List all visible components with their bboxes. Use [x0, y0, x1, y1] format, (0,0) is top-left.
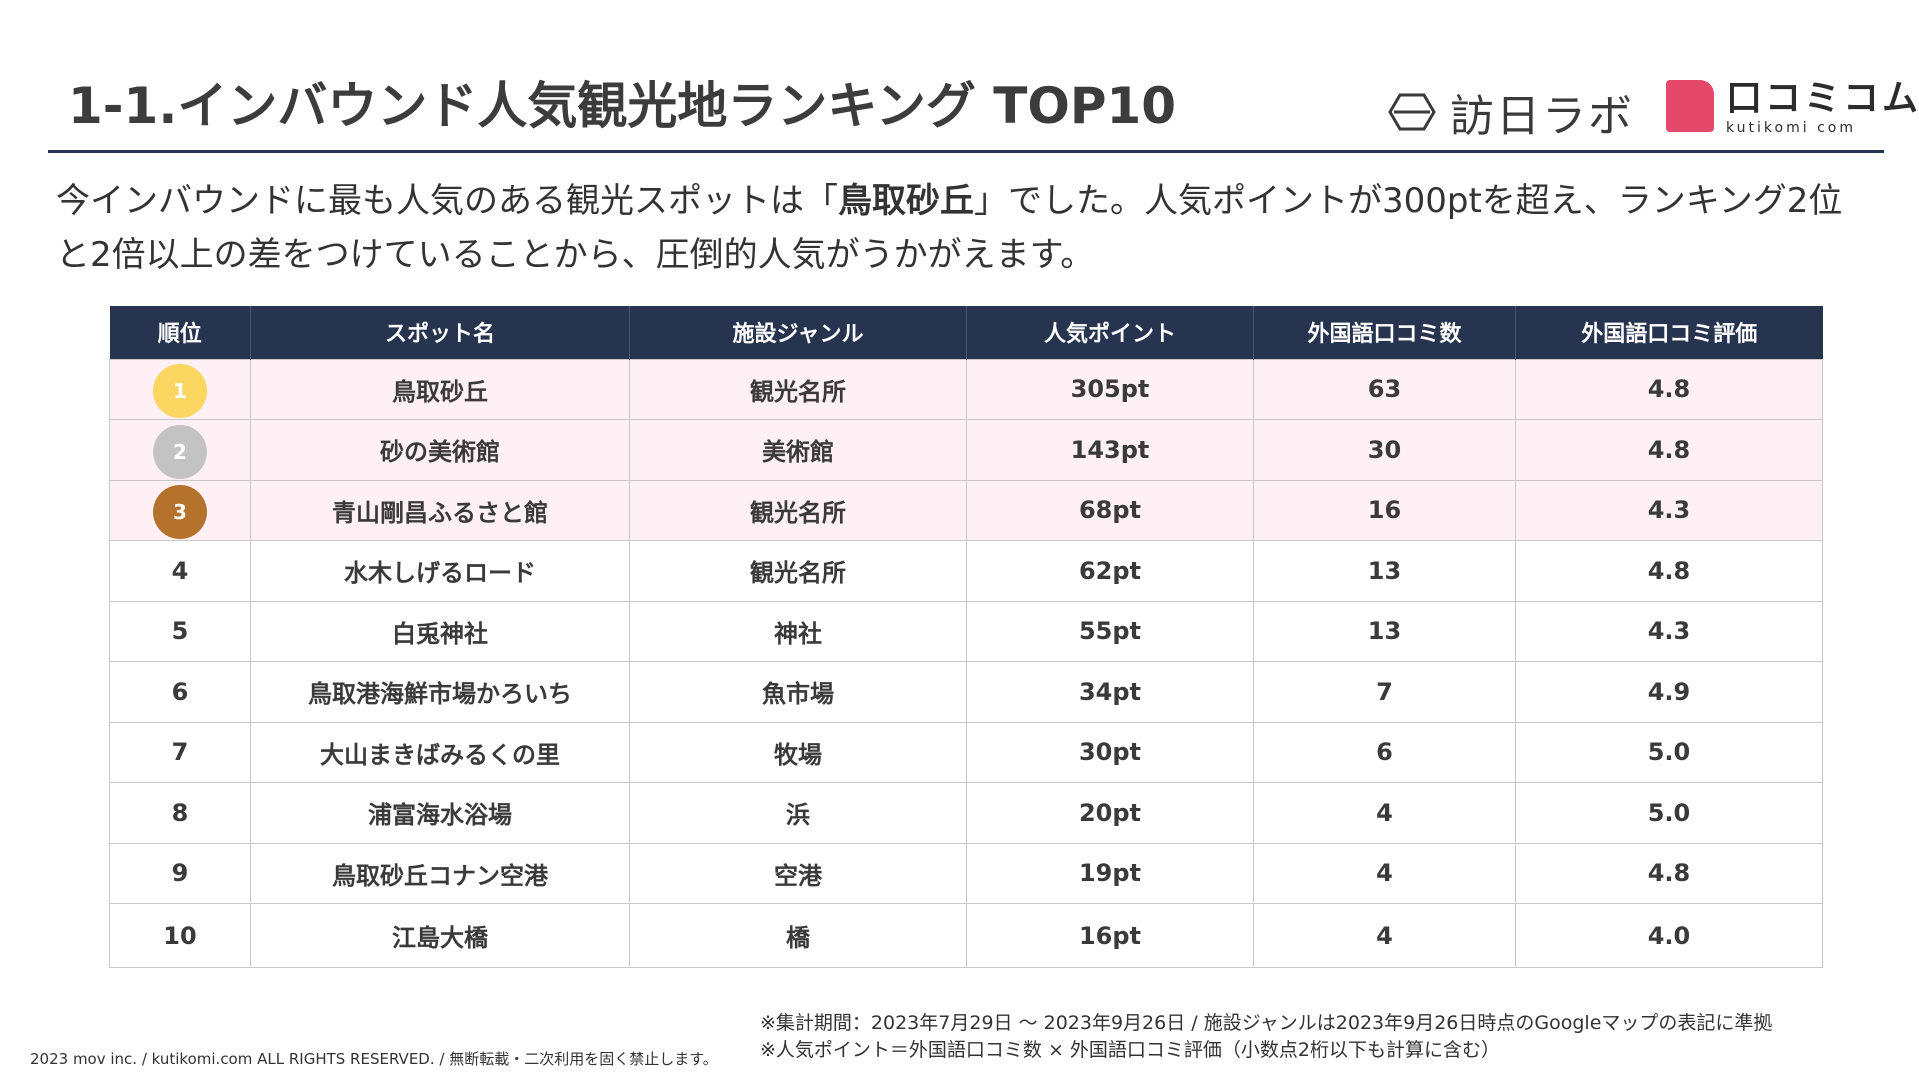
genre-cell: 観光名所 [629, 540, 967, 602]
genre-cell: 美術館 [629, 419, 967, 481]
rating-cell: 4.3 [1515, 479, 1823, 541]
spot-name-cell: 白兎神社 [250, 600, 630, 662]
rank-cell: 10 [109, 903, 251, 968]
footnote-period: ※集計期間：2023年7月29日 〜 2023年9月26日 / 施設ジャンルは2… [760, 1012, 1773, 1034]
table-header-row: 順位 スポット名 施設ジャンル 人気ポイント 外国語口コミ数 外国語口コミ評価 [109, 306, 1823, 359]
header-spot-name: スポット名 [250, 306, 630, 359]
lead-highlight: 鳥取砂丘 [838, 181, 974, 221]
points-cell: 305pt [966, 358, 1254, 420]
rating-cell: 4.8 [1515, 358, 1823, 420]
spot-name-cell: 鳥取砂丘コナン空港 [250, 842, 630, 904]
genre-cell: 橋 [629, 903, 967, 968]
genre-cell: 空港 [629, 842, 967, 904]
spot-name-cell: 鳥取砂丘 [250, 358, 630, 420]
review-count-cell: 4 [1253, 903, 1516, 968]
houjin-labo-wordmark: 訪日ラボ [1450, 91, 1634, 142]
table-row: 2 砂の美術館 美術館 143pt 30 4.8 [109, 419, 1823, 481]
table-row: 7 大山まきばみるくの里 牧場 30pt 6 5.0 [109, 721, 1823, 783]
table-row: 6 鳥取港海鮮市場かろいち 魚市場 34pt 7 4.9 [109, 661, 1823, 723]
review-count-cell: 13 [1253, 540, 1516, 602]
table-row: 5 白兎神社 神社 55pt 13 4.3 [109, 600, 1823, 662]
spot-name-cell: 鳥取港海鮮市場かろいち [250, 661, 630, 723]
houjin-labo-hexagon-icon [1388, 93, 1436, 131]
table-row: 9 鳥取砂丘コナン空港 空港 19pt 4 4.8 [109, 842, 1823, 904]
rank-cell: 6 [109, 661, 251, 723]
genre-cell: 牧場 [629, 721, 967, 783]
review-count-cell: 30 [1253, 419, 1516, 481]
rating-cell: 4.9 [1515, 661, 1823, 723]
table-row: 1 鳥取砂丘 観光名所 305pt 63 4.8 [109, 358, 1823, 420]
kutikomi-wordmark-en: kutikomi com [1726, 120, 1856, 136]
kutikomi-wordmark-jp: 口コミコム [1726, 78, 1919, 119]
spot-name-cell: 大山まきばみるくの里 [250, 721, 630, 783]
points-cell: 16pt [966, 903, 1254, 968]
rating-cell: 4.8 [1515, 540, 1823, 602]
footnote-formula: ※人気ポイント＝外国語口コミ数 × 外国語口コミ評価（小数点2桁以下も計算に含む… [760, 1039, 1501, 1061]
points-cell: 30pt [966, 721, 1254, 783]
footnotes: ※集計期間：2023年7月29日 〜 2023年9月26日 / 施設ジャンルは2… [760, 1010, 1772, 1064]
gold-medal-badge: 1 [153, 364, 207, 419]
rank-cell: 5 [109, 600, 251, 662]
rating-cell: 4.0 [1515, 903, 1823, 968]
header-popularity-points: 人気ポイント [966, 306, 1254, 359]
lead-paragraph: 今インバウンドに最も人気のある観光スポットは「鳥取砂丘」でした。人気ポイントが3… [56, 174, 1856, 282]
points-cell: 62pt [966, 540, 1254, 602]
silver-medal-badge: 2 [153, 424, 207, 479]
genre-cell: 浜 [629, 782, 967, 844]
table-row: 8 浦富海水浴場 浜 20pt 4 5.0 [109, 782, 1823, 844]
spot-name-cell: 浦富海水浴場 [250, 782, 630, 844]
kutikomi-speech-bubble-icon [1666, 80, 1714, 132]
ranking-table: 順位 スポット名 施設ジャンル 人気ポイント 外国語口コミ数 外国語口コミ評価 … [109, 306, 1823, 968]
rank-cell: 2 [109, 419, 251, 481]
review-count-cell: 4 [1253, 782, 1516, 844]
rating-cell: 5.0 [1515, 721, 1823, 783]
table-row: 3 青山剛昌ふるさと館 観光名所 68pt 16 4.3 [109, 479, 1823, 541]
review-count-cell: 6 [1253, 721, 1516, 783]
points-cell: 34pt [966, 661, 1254, 723]
spot-name-cell: 砂の美術館 [250, 419, 630, 481]
review-count-cell: 16 [1253, 479, 1516, 541]
header-review-count: 外国語口コミ数 [1253, 306, 1516, 359]
points-cell: 143pt [966, 419, 1254, 481]
table-row: 10 江島大橋 橋 16pt 4 4.0 [109, 903, 1823, 968]
review-count-cell: 4 [1253, 842, 1516, 904]
spot-name-cell: 江島大橋 [250, 903, 630, 968]
page-title: 1-1.インバウンド人気観光地ランキング TOP10 [68, 77, 1177, 135]
genre-cell: 神社 [629, 600, 967, 662]
rank-cell: 4 [109, 540, 251, 602]
rating-cell: 4.8 [1515, 419, 1823, 481]
points-cell: 55pt [966, 600, 1254, 662]
rank-cell: 7 [109, 721, 251, 783]
rank-cell: 8 [109, 782, 251, 844]
review-count-cell: 7 [1253, 661, 1516, 723]
genre-cell: 魚市場 [629, 661, 967, 723]
header-review-rating: 外国語口コミ評価 [1515, 306, 1823, 359]
houjin-labo-logo: 訪日ラボ [1388, 80, 1634, 144]
bronze-medal-badge: 3 [153, 485, 207, 540]
rating-cell: 4.3 [1515, 600, 1823, 662]
rank-cell: 1 [109, 358, 251, 420]
table-row: 4 水木しげるロード 観光名所 62pt 13 4.8 [109, 540, 1823, 602]
genre-cell: 観光名所 [629, 479, 967, 541]
copyright-notice: 2023 mov inc. / kutikomi.com ALL RIGHTS … [30, 1050, 718, 1068]
header-rank: 順位 [109, 306, 251, 359]
rating-cell: 4.8 [1515, 842, 1823, 904]
header-genre: 施設ジャンル [629, 306, 967, 359]
rating-cell: 5.0 [1515, 782, 1823, 844]
title-divider [48, 150, 1884, 153]
lead-text-after: 」でした。人気ポイントが300ptを超え、ランキング2位と2倍以上の差をつけてい… [56, 181, 1843, 275]
spot-name-cell: 青山剛昌ふるさと館 [250, 479, 630, 541]
spot-name-cell: 水木しげるロード [250, 540, 630, 602]
rank-cell: 9 [109, 842, 251, 904]
rank-cell: 3 [109, 479, 251, 541]
review-count-cell: 13 [1253, 600, 1516, 662]
points-cell: 20pt [966, 782, 1254, 844]
lead-text-before: 今インバウンドに最も人気のある観光スポットは「 [56, 181, 838, 221]
review-count-cell: 63 [1253, 358, 1516, 420]
points-cell: 19pt [966, 842, 1254, 904]
kutikomi-logo: 口コミコム kutikomi com [1666, 80, 1919, 136]
genre-cell: 観光名所 [629, 358, 967, 420]
points-cell: 68pt [966, 479, 1254, 541]
